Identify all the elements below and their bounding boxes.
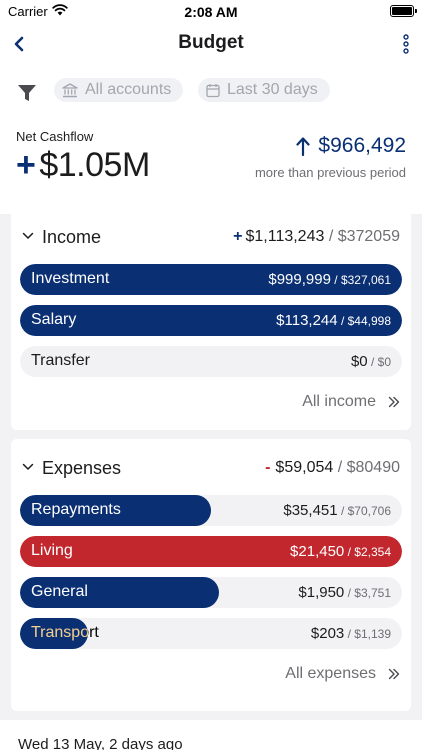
- budget-bar-fill: [20, 577, 219, 608]
- net-amount: $1.05M: [39, 146, 150, 184]
- all-income-label: All income: [302, 393, 376, 410]
- budget-row-investment[interactable]: Investment $999,999 / $327,061: [20, 264, 402, 295]
- income-section-header[interactable]: Income + $1,113,243 / $372059: [11, 208, 411, 266]
- category-label: Investment: [31, 270, 110, 287]
- clock: 2:08 AM: [184, 4, 238, 20]
- chevron-down-icon: [22, 232, 34, 239]
- expenses-total: $59,054: [275, 459, 334, 476]
- calendar-icon: [206, 83, 220, 97]
- category-amount: $203 / $1,139: [311, 625, 391, 642]
- arrow-up-icon: [296, 137, 311, 156]
- category-label: Salary: [31, 311, 77, 328]
- category-spent: $1,950: [298, 584, 345, 601]
- category-amount: $1,950 / $3,751: [298, 584, 391, 601]
- net-cashflow-label: Net Cashflow: [16, 129, 94, 144]
- back-chevron-icon[interactable]: [10, 34, 30, 54]
- category-label: Transfer: [31, 352, 90, 369]
- category-spent: $21,450: [290, 543, 345, 560]
- all-expenses-link[interactable]: All expenses: [285, 665, 400, 683]
- expenses-sign: -: [265, 459, 271, 476]
- status-bar: Carrier 2:08 AM: [0, 0, 422, 24]
- category-budget: / $3,751: [344, 586, 391, 600]
- net-cashflow-value: + $1.05M: [16, 146, 150, 185]
- bank-icon: [62, 82, 78, 97]
- category-spent: $999,999: [268, 271, 331, 288]
- category-label: General: [31, 583, 88, 600]
- income-title: Income: [42, 227, 102, 247]
- net-sign: +: [16, 146, 36, 184]
- accounts-filter-chip[interactable]: All accounts: [54, 78, 184, 102]
- page-title: Budget: [178, 32, 244, 53]
- budget-bar-fill: [20, 618, 88, 649]
- expenses-card: Expenses - $59,054 / $80490 Repayments $3…: [11, 439, 411, 711]
- transaction-date-header: Wed 13 May, 2 days ago: [0, 720, 422, 750]
- category-budget: / $44,998: [337, 314, 391, 328]
- period-filter-chip[interactable]: Last 30 days: [198, 78, 330, 102]
- category-label: Transport: [31, 624, 99, 641]
- budget-row-living[interactable]: Living $21,450 / $2,354: [20, 536, 402, 567]
- summary-header: Budget All accounts Last 30 days Net Cas…: [0, 24, 422, 214]
- income-totals: + $1,113,243 / $372059: [233, 228, 400, 246]
- expenses-totals: - $59,054 / $80490: [265, 459, 400, 477]
- budget-bar-fill: [20, 495, 212, 526]
- all-income-link[interactable]: All income: [302, 393, 400, 411]
- category-spent: $0: [350, 353, 368, 370]
- change-amount: $966,492: [318, 134, 406, 157]
- category-budget: / $1,139: [344, 627, 391, 641]
- category-spent: $113,244: [276, 312, 338, 329]
- budget-row-salary[interactable]: Salary $113,244 / $44,998: [20, 305, 402, 336]
- budget-row-general[interactable]: General $1,950 / $3,751: [20, 577, 402, 608]
- category-amount: $999,999 / $327,061: [268, 271, 391, 288]
- expenses-title: Expenses: [42, 458, 122, 478]
- income-sign: +: [233, 228, 243, 245]
- double-chevron-right-icon: [388, 396, 400, 408]
- cashflow-change: $966,492: [296, 134, 406, 158]
- budget-row-repayments[interactable]: Repayments $35,451 / $70,706: [20, 495, 402, 526]
- category-amount: $35,451 / $70,706: [283, 502, 391, 519]
- all-expenses-label: All expenses: [285, 665, 376, 682]
- budget-bar-fill: [20, 264, 402, 295]
- date-header-label: Wed 13 May, 2 days ago: [18, 736, 183, 750]
- expenses-section-header[interactable]: Expenses - $59,054 / $80490: [11, 439, 411, 497]
- double-chevron-right-icon: [388, 668, 400, 680]
- income-card: Income + $1,113,243 / $372059 Investment …: [11, 208, 411, 430]
- income-total: $1,113,243: [245, 228, 325, 245]
- category-label: Repayments: [31, 501, 121, 518]
- budget-row-transfer[interactable]: Transfer $0 / $0: [20, 346, 402, 377]
- wifi-icon: [52, 4, 68, 16]
- chevron-down-icon: [22, 463, 34, 470]
- change-caption: more than previous period: [254, 165, 406, 180]
- more-vertical-icon[interactable]: [402, 34, 410, 54]
- accounts-filter-label: All accounts: [85, 81, 172, 98]
- battery-icon: [390, 5, 417, 17]
- filter-icon[interactable]: [16, 82, 38, 104]
- category-budget: / $327,061: [330, 273, 391, 287]
- income-budget: / $372059: [324, 228, 400, 245]
- category-label: Living: [31, 542, 73, 559]
- category-amount: $113,244 / $44,998: [276, 312, 391, 329]
- category-spent: $203: [310, 625, 345, 642]
- category-budget: / $70,706: [337, 504, 391, 518]
- category-amount: $21,450 / $2,354: [290, 543, 391, 560]
- carrier-label: Carrier: [8, 4, 48, 19]
- category-spent: $35,451: [283, 502, 338, 519]
- expenses-budget: / $80490: [333, 459, 400, 476]
- budget-bar-fill: [20, 536, 402, 567]
- category-budget: / $2,354: [344, 545, 391, 559]
- budget-row-transport[interactable]: Transport $203 / $1,139: [20, 618, 402, 649]
- period-filter-label: Last 30 days: [227, 81, 318, 98]
- category-amount: $0 / $0: [351, 353, 391, 370]
- category-budget: / $0: [367, 355, 391, 369]
- budget-bar-fill: [20, 305, 402, 336]
